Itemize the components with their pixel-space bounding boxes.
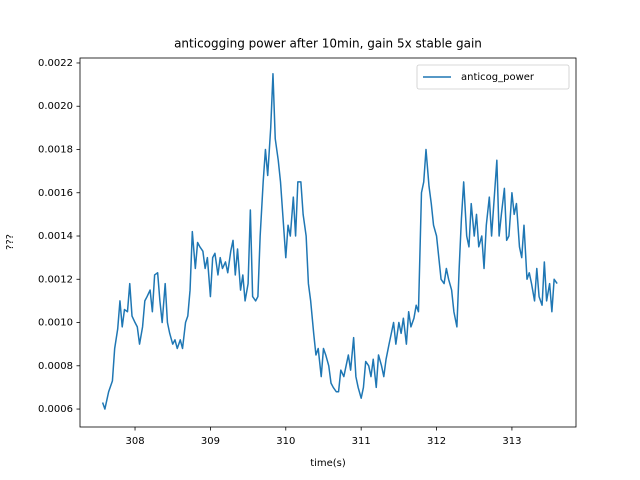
legend-label: anticog_power	[461, 72, 535, 83]
y-tick-label: 0.0020	[38, 101, 73, 112]
plot-frame	[79, 57, 577, 428]
x-axis-label: time(s)	[310, 458, 346, 469]
x-tick-label: 308	[125, 436, 144, 447]
legend-box	[416, 64, 570, 90]
data-line	[101, 73, 558, 410]
y-tick-label: 0.0014	[38, 231, 73, 242]
x-tick-label: 313	[502, 436, 521, 447]
y-tick-label: 0.0018	[38, 144, 73, 155]
chart-title: anticogging power after 10min, gain 5x s…	[174, 37, 482, 51]
x-tick-label: 310	[276, 436, 295, 447]
x-tick-label: 311	[352, 436, 371, 447]
y-tick-label: 0.0016	[38, 188, 73, 199]
y-axis-label: ???	[5, 234, 16, 250]
y-tick-label: 0.0010	[38, 318, 73, 329]
y-tick-label: 0.0008	[38, 361, 73, 372]
y-tick-label: 0.0006	[38, 404, 73, 415]
y-tick-label: 0.0022	[38, 58, 73, 69]
x-tick-label: 312	[427, 436, 446, 447]
x-tick-label: 309	[201, 436, 220, 447]
y-tick-label: 0.0012	[38, 274, 73, 285]
